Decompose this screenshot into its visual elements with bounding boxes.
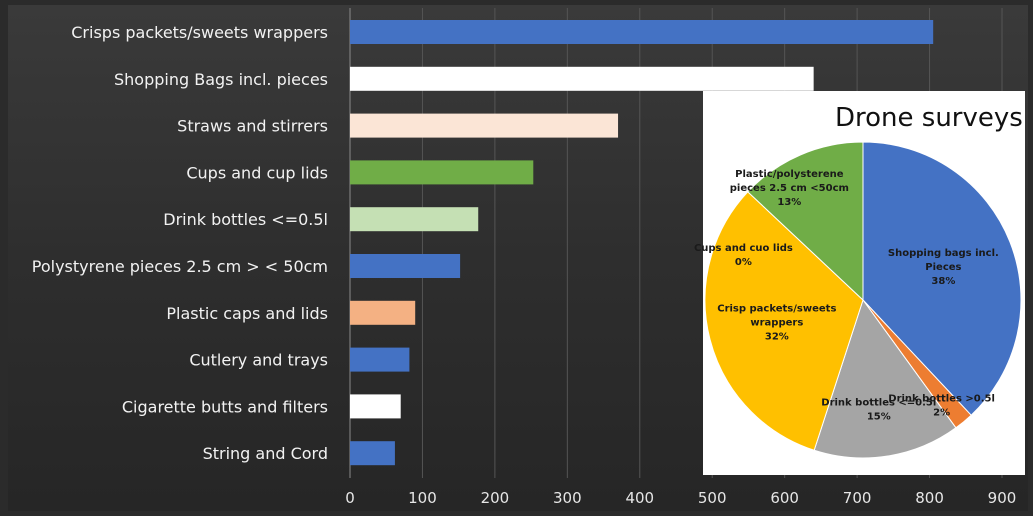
- x-tick-label: 700: [843, 489, 872, 507]
- bar: [350, 160, 534, 185]
- bar: [350, 441, 395, 466]
- slice-label: Crisp packets/sweets wrappers 32%: [717, 304, 836, 343]
- pie-slice: [813, 298, 957, 459]
- x-tick-label: 200: [481, 489, 510, 507]
- category-label: Polystyrene pieces 2.5 cm > < 50cm: [32, 257, 328, 276]
- x-tick-label: 900: [988, 489, 1017, 507]
- slice-label: Drink bottles >0.5l 2%: [888, 394, 995, 419]
- slice-label: Drink bottles <=0.5l 15%: [821, 397, 936, 422]
- bar: [350, 66, 814, 91]
- pie-slice: [747, 141, 864, 302]
- pie-chart-title: Drone surveys: [835, 103, 1023, 133]
- bar: [350, 20, 934, 44]
- x-tick-label: 300: [553, 489, 582, 507]
- bar: [350, 113, 619, 138]
- x-tick-label: 600: [770, 489, 799, 507]
- x-tick-label: 0: [345, 489, 355, 507]
- slice-label: Plastic/polysterene pieces 2.5 cm <50cm 13…: [730, 169, 849, 208]
- category-label: Cups and cup lids: [186, 163, 328, 182]
- x-tick-label: 100: [408, 489, 437, 507]
- bar: [350, 394, 401, 419]
- x-tick-label: 500: [698, 489, 727, 507]
- category-label: Straws and stirrers: [177, 117, 328, 136]
- pie-slice: [862, 141, 1022, 416]
- category-label: Crisps packets/sweets wrappers: [71, 23, 328, 42]
- x-tick-label: 400: [625, 489, 654, 507]
- category-label: Shopping Bags incl. pieces: [114, 70, 328, 89]
- bar: [350, 207, 479, 232]
- category-label: String and Cord: [203, 444, 328, 463]
- category-label: Cigarette butts and filters: [122, 397, 328, 416]
- pie-slice: [704, 191, 864, 451]
- category-label: Cutlery and trays: [189, 351, 328, 370]
- bar: [350, 300, 416, 325]
- x-tick-label: 800: [915, 489, 944, 507]
- slice-label: Shopping bags incl. Pieces 38%: [888, 248, 999, 287]
- bar: [350, 254, 461, 278]
- category-label: Drink bottles <=0.5l: [163, 210, 328, 229]
- category-label: Plastic caps and lids: [166, 304, 328, 323]
- bar: [350, 347, 410, 372]
- slice-label: Cups and cuo lids 0%: [694, 243, 793, 268]
